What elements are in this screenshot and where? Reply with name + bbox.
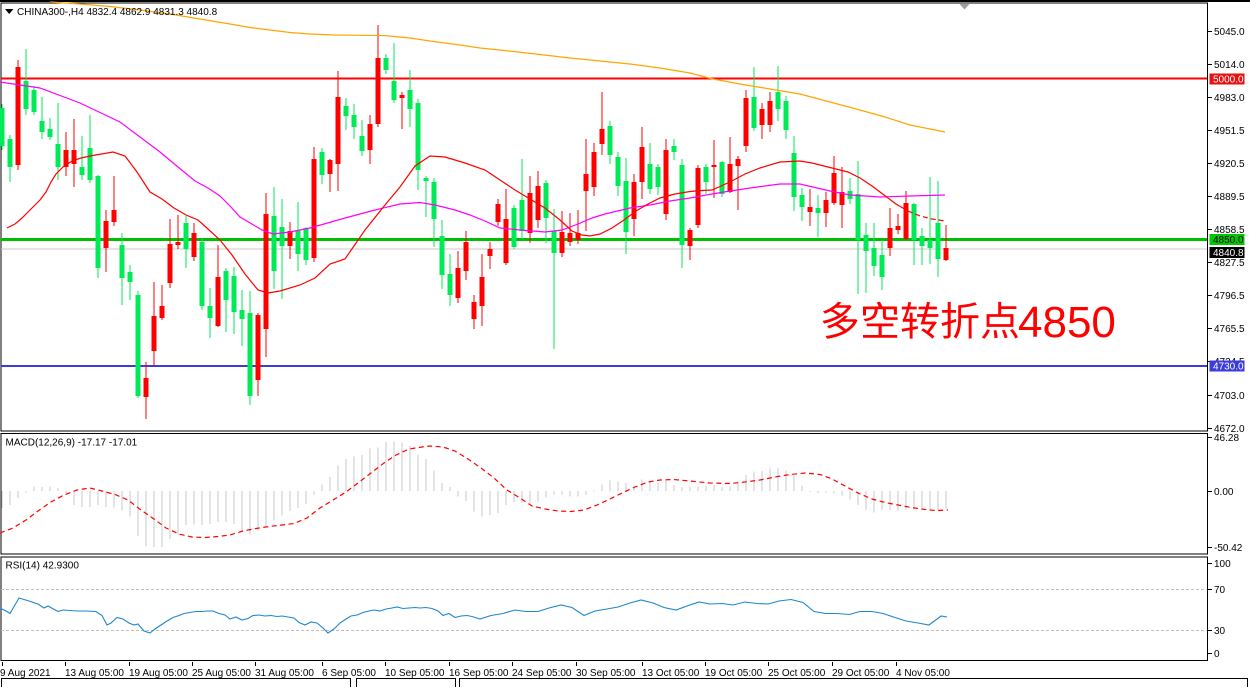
- svg-text:4827.5: 4827.5: [1214, 258, 1245, 269]
- svg-text:24 Sep 05:00: 24 Sep 05:00: [512, 668, 572, 679]
- svg-text:4889.5: 4889.5: [1214, 192, 1245, 203]
- svg-text:4983.0: 4983.0: [1214, 93, 1245, 104]
- svg-text:5014.0: 5014.0: [1214, 60, 1245, 71]
- svg-text:30: 30: [1214, 626, 1226, 637]
- svg-text:RSI(14) 42.9300: RSI(14) 42.9300: [6, 561, 80, 572]
- svg-text:4850: 4850: [1018, 298, 1116, 347]
- svg-text:4951.5: 4951.5: [1214, 126, 1245, 137]
- svg-text:19 Aug 05:00: 19 Aug 05:00: [129, 668, 188, 679]
- svg-text:MACD(12,26,9) -17.17 -17.01: MACD(12,26,9) -17.17 -17.01: [6, 438, 138, 449]
- svg-text:25 Oct 05:00: 25 Oct 05:00: [768, 668, 826, 679]
- svg-text:4850.0: 4850.0: [1213, 235, 1244, 246]
- svg-text:4796.5: 4796.5: [1214, 291, 1245, 302]
- svg-text:16 Sep 05:00: 16 Sep 05:00: [449, 668, 509, 679]
- svg-text:70: 70: [1214, 585, 1226, 596]
- svg-text:31 Aug 05:00: 31 Aug 05:00: [255, 668, 314, 679]
- svg-text:19 Oct 05:00: 19 Oct 05:00: [705, 668, 763, 679]
- svg-text:4672.0: 4672.0: [1214, 424, 1245, 435]
- svg-text:4765.5: 4765.5: [1214, 324, 1245, 335]
- svg-text:9 Aug 2021: 9 Aug 2021: [0, 668, 51, 679]
- svg-text:13 Oct 05:00: 13 Oct 05:00: [642, 668, 700, 679]
- svg-text:0: 0: [1214, 649, 1220, 660]
- svg-text:30 Sep 05:00: 30 Sep 05:00: [576, 668, 636, 679]
- svg-text:4920.5: 4920.5: [1214, 159, 1245, 170]
- svg-text:100: 100: [1214, 559, 1231, 570]
- svg-text:10 Sep 05:00: 10 Sep 05:00: [385, 668, 445, 679]
- svg-text:29 Oct 05:00: 29 Oct 05:00: [832, 668, 890, 679]
- svg-text:46.28: 46.28: [1214, 433, 1239, 444]
- svg-text:4840.8: 4840.8: [1213, 248, 1244, 259]
- svg-text:4703.0: 4703.0: [1214, 391, 1245, 402]
- svg-text:4730.0: 4730.0: [1213, 362, 1244, 373]
- svg-text:4858.5: 4858.5: [1214, 225, 1245, 236]
- svg-text:5045.0: 5045.0: [1214, 27, 1245, 38]
- svg-text:13 Aug 05:00: 13 Aug 05:00: [65, 668, 124, 679]
- svg-text:0.00: 0.00: [1214, 487, 1234, 498]
- svg-text:4 Nov 05:00: 4 Nov 05:00: [896, 668, 950, 679]
- svg-text:-50.42: -50.42: [1214, 543, 1243, 554]
- svg-text:25 Aug 05:00: 25 Aug 05:00: [192, 668, 251, 679]
- svg-text:5000.0: 5000.0: [1213, 75, 1244, 86]
- svg-text:6 Sep 05:00: 6 Sep 05:00: [322, 668, 376, 679]
- svg-text:CHINA300-,H4 4832.4 4862.9 48: CHINA300-,H4 4832.4 4862.9 4831.3 4840.8: [17, 7, 218, 18]
